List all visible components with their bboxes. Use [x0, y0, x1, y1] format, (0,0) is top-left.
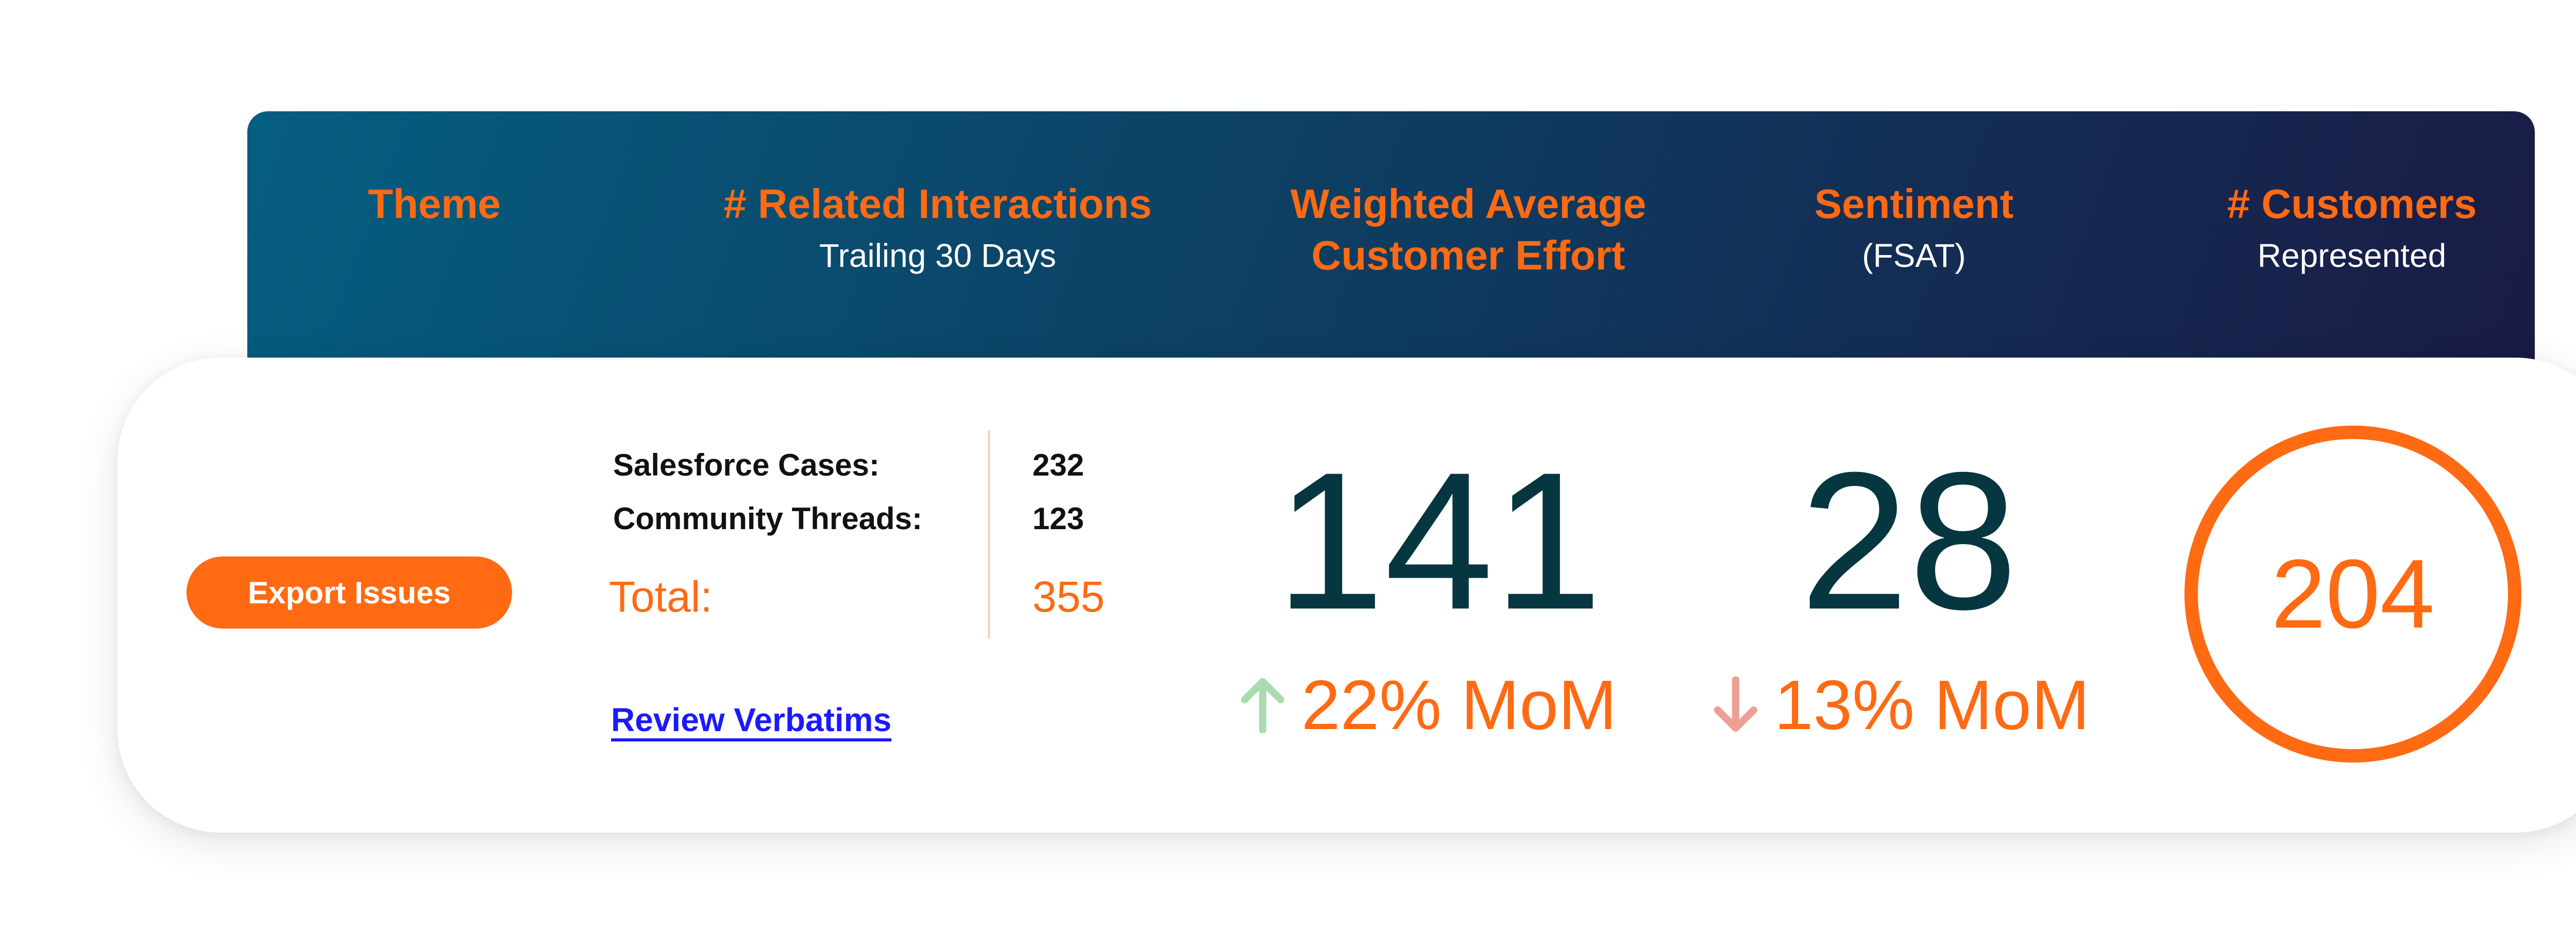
export-issues-button[interactable]: Export Issues: [187, 556, 512, 629]
header-title-interactions: # Related Interactions: [723, 181, 1152, 227]
metrics-header: Theme # Related Interactions Trailing 30…: [247, 111, 2535, 384]
metrics-card: [117, 358, 2576, 833]
header-subtitle-sentiment: (FSAT): [1862, 237, 1966, 274]
header-title-effort-line1: Weighted Average: [1290, 181, 1647, 227]
effort-trend-text: 22% MoM: [1301, 666, 1617, 744]
total-label: Total:: [609, 572, 713, 621]
customers-value: 204: [2271, 539, 2435, 649]
header-title-effort-line2: Customer Effort: [1311, 232, 1625, 278]
salesforce-cases-value: 232: [1032, 448, 1084, 482]
header-subtitle-customers: Represented: [2257, 237, 2447, 274]
header-title-customers: # Customers: [2227, 181, 2477, 227]
salesforce-cases-label: Salesforce Cases:: [613, 448, 879, 482]
header-subtitle-interactions: Trailing 30 Days: [819, 237, 1057, 274]
effort-value: 141: [1275, 431, 1603, 650]
sentiment-trend-text: 13% MoM: [1774, 666, 2090, 744]
sentiment-value: 28: [1800, 431, 2018, 650]
header-col-interactions: # Related Interactions Trailing 30 Days: [723, 178, 1151, 281]
community-threads-value: 123: [1032, 501, 1084, 536]
header-col-sentiment: Sentiment (FSAT): [1815, 178, 2014, 281]
customers-ring: 204: [2184, 426, 2521, 763]
header-col-theme: Theme: [368, 178, 501, 230]
header-col-customers: # Customers Represented: [2227, 178, 2477, 281]
header-title-theme: Theme: [368, 181, 501, 227]
community-threads-label: Community Threads:: [613, 501, 923, 536]
sentiment-trend: 13% MoM: [1713, 665, 2090, 745]
review-verbatims-link[interactable]: Review Verbatims: [611, 701, 892, 738]
effort-trend: 22% MoM: [1240, 665, 1617, 745]
total-value: 355: [1032, 572, 1105, 621]
header-title-sentiment: Sentiment: [1814, 181, 2014, 227]
arrow-down-icon: [1714, 677, 1757, 732]
arrow-up-icon: [1241, 678, 1284, 733]
header-col-effort: Weighted Average Customer Effort: [1291, 178, 1647, 281]
interactions-divider: [988, 431, 990, 639]
